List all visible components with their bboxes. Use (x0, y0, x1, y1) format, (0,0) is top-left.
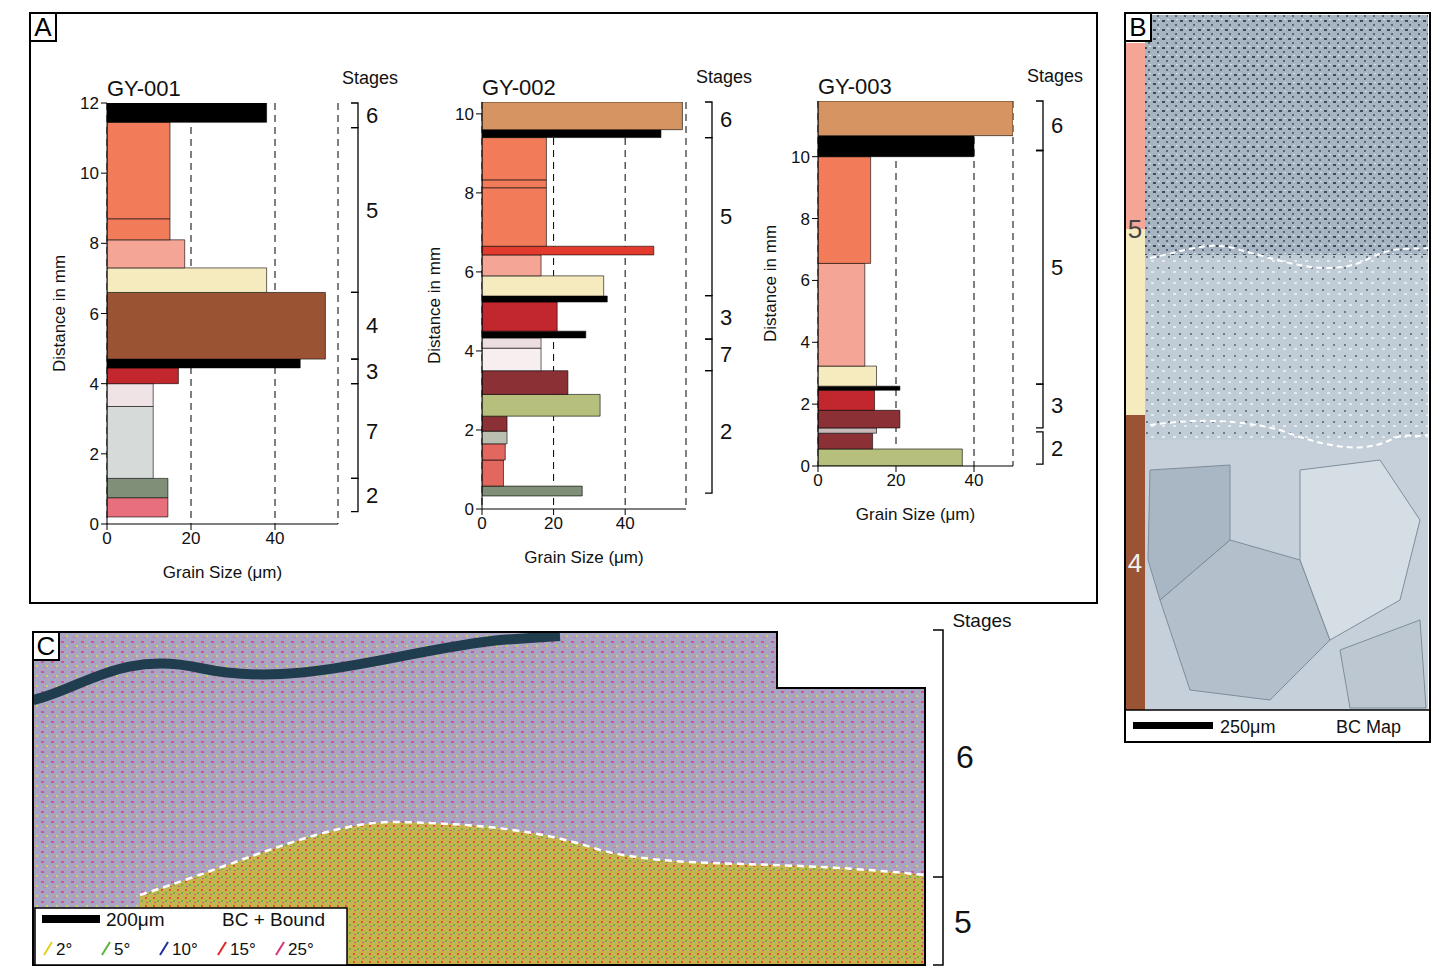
svg-text:7: 7 (720, 342, 732, 367)
svg-text:15°: 15° (230, 940, 256, 959)
svg-text:Stages: Stages (1027, 66, 1083, 86)
svg-text:4: 4 (465, 342, 474, 361)
svg-text:8: 8 (465, 184, 474, 203)
svg-text:5°: 5° (114, 940, 130, 959)
svg-text:4: 4 (1128, 548, 1142, 578)
svg-text:20: 20 (544, 514, 563, 533)
svg-text:2: 2 (366, 483, 378, 508)
svg-text:10°: 10° (172, 940, 198, 959)
svg-text:40: 40 (965, 471, 984, 490)
svg-text:40: 40 (266, 529, 285, 548)
svg-text:4: 4 (90, 375, 99, 394)
svg-text:20: 20 (182, 529, 201, 548)
svg-text:2: 2 (90, 445, 99, 464)
svg-text:8: 8 (801, 210, 810, 229)
svg-text:6: 6 (1051, 113, 1063, 138)
svg-text:Distance in mm: Distance in mm (50, 255, 69, 372)
svg-text:4: 4 (801, 333, 810, 352)
svg-text:GY-003: GY-003 (818, 74, 892, 99)
svg-text:6: 6 (801, 271, 810, 290)
svg-text:C: C (37, 631, 56, 661)
svg-text:3: 3 (1051, 393, 1063, 418)
svg-text:40: 40 (616, 514, 635, 533)
svg-text:2: 2 (801, 395, 810, 414)
svg-text:3: 3 (366, 359, 378, 384)
svg-text:10: 10 (455, 105, 474, 124)
svg-text:2: 2 (1051, 436, 1063, 461)
svg-text:250μm: 250μm (1220, 717, 1275, 737)
svg-text:20: 20 (887, 471, 906, 490)
svg-text:10: 10 (791, 148, 810, 167)
svg-text:Distance in mm: Distance in mm (761, 225, 780, 342)
svg-text:5: 5 (366, 198, 378, 223)
svg-text:6: 6 (720, 107, 732, 132)
svg-text:Grain Size (μm): Grain Size (μm) (856, 505, 975, 524)
svg-text:8: 8 (90, 234, 99, 253)
svg-text:2°: 2° (56, 940, 72, 959)
svg-text:Grain Size (μm): Grain Size (μm) (163, 563, 282, 582)
svg-text:Stages: Stages (952, 610, 1011, 631)
svg-text:5: 5 (954, 904, 972, 940)
svg-text:2: 2 (465, 421, 474, 440)
svg-text:0: 0 (801, 457, 810, 476)
svg-text:5: 5 (720, 204, 732, 229)
svg-text:A: A (34, 12, 52, 42)
svg-text:3: 3 (720, 305, 732, 330)
svg-text:4: 4 (366, 313, 378, 338)
svg-text:5: 5 (1051, 255, 1063, 280)
svg-text:BC Map: BC Map (1336, 717, 1401, 737)
svg-text:6: 6 (956, 739, 974, 775)
svg-text:GY-002: GY-002 (482, 75, 556, 100)
svg-text:6: 6 (366, 103, 378, 128)
svg-text:GY-001: GY-001 (107, 76, 181, 101)
svg-text:200μm: 200μm (106, 909, 164, 930)
svg-text:0: 0 (465, 500, 474, 519)
svg-text:6: 6 (465, 263, 474, 282)
svg-text:0: 0 (477, 514, 486, 533)
svg-text:Stages: Stages (342, 68, 398, 88)
svg-text:6: 6 (90, 305, 99, 324)
svg-text:10: 10 (80, 164, 99, 183)
svg-text:25°: 25° (288, 940, 314, 959)
svg-text:0: 0 (813, 471, 822, 490)
svg-text:0: 0 (102, 529, 111, 548)
svg-text:Grain Size (μm): Grain Size (μm) (524, 548, 643, 567)
svg-text:0: 0 (90, 515, 99, 534)
svg-text:B: B (1129, 12, 1146, 42)
svg-text:Distance in mm: Distance in mm (425, 247, 444, 364)
svg-text:12: 12 (80, 94, 99, 113)
svg-text:7: 7 (366, 419, 378, 444)
svg-text:2: 2 (720, 419, 732, 444)
svg-text:Stages: Stages (696, 67, 752, 87)
svg-text:5: 5 (1128, 214, 1142, 244)
svg-text:BC + Bound: BC + Bound (222, 909, 325, 930)
